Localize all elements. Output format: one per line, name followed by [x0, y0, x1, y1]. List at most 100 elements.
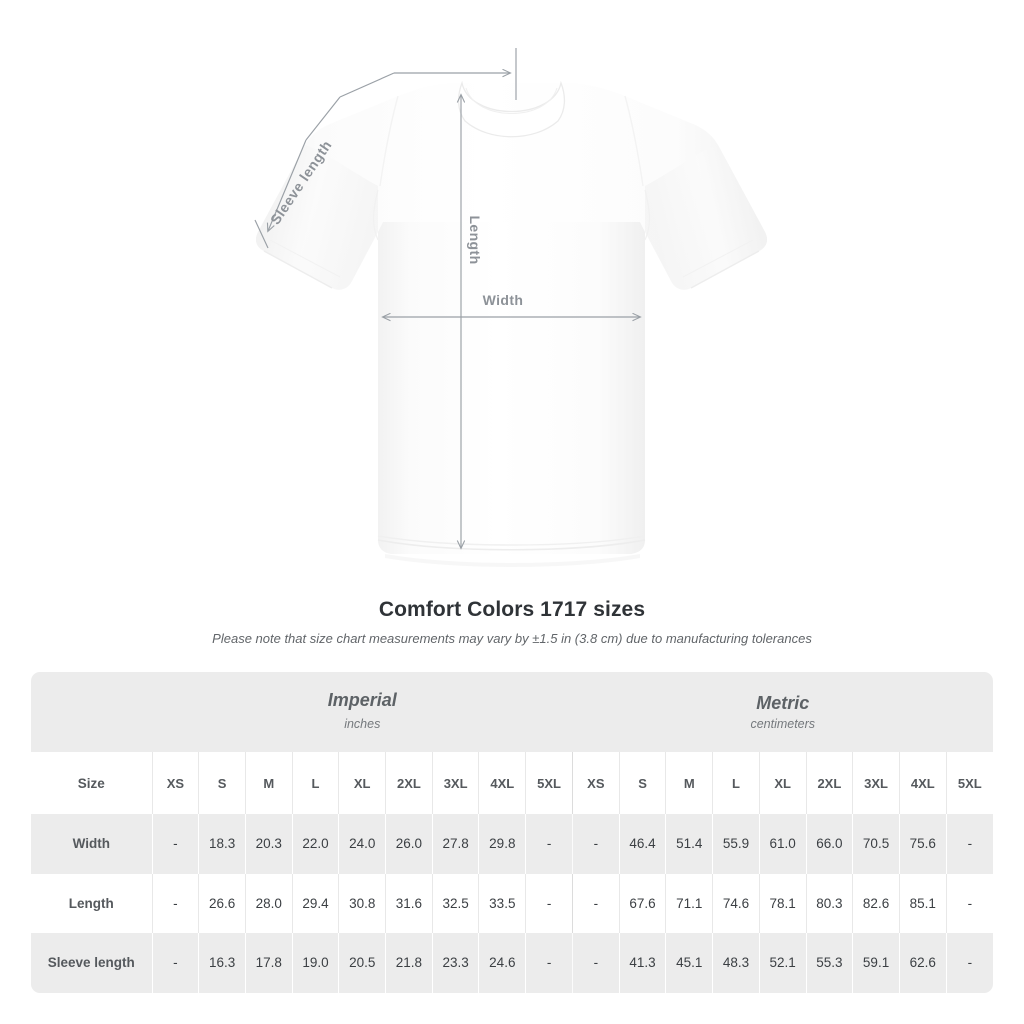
cell-length-imperial-4xl: 33.5: [478, 873, 526, 933]
cell-sleeve-length-metric-xs: -: [572, 933, 620, 993]
cell-width-imperial-m: 20.3: [244, 814, 293, 874]
cell-sleeve-length-metric-m: 45.1: [665, 933, 713, 993]
cell-sleeve-length-metric-l: 48.3: [712, 933, 760, 993]
length-label: Length: [467, 215, 483, 264]
column-header-metric-m: M: [665, 752, 713, 814]
size-header-row: Size XS S M L XL 2XL 3XL 4XL 5XL XS S M L XL 2XL 3XL 4XL 5…: [31, 752, 993, 814]
cell-width-metric-4xl: 75.6: [898, 814, 947, 874]
table-row: Length -26.6 28.0 29.4 30.8 31.6 32.5 33.5- -67.…: [31, 873, 993, 933]
table-row: Width -18.3 20.3 22.0 24.0 26.0 27.8 29.8- -46.4…: [31, 814, 993, 874]
cell-sleeve-length-imperial-m: 17.8: [244, 933, 293, 993]
tshirt-illustration: Sleeve length Length Width: [254, 48, 767, 567]
cell-sleeve-length-metric-3xl: 59.1: [852, 933, 900, 993]
column-header-imperial-l: L: [291, 752, 339, 814]
column-header-metric-l: L: [712, 752, 760, 814]
cell-length-metric-5xl: -: [945, 873, 993, 933]
table-row: Sleeve length -16.3 17.8 19.0 20.5 21.8 23.3 24…: [31, 933, 993, 993]
unit-system-band-row: Imperial inches Metric centimeters: [31, 672, 993, 752]
column-header-metric-3xl: 3XL: [852, 752, 900, 814]
column-header-imperial-2xl: 2XL: [385, 752, 433, 814]
column-header-imperial-3xl: 3XL: [431, 752, 479, 814]
sleeve-length-guide: [254, 96, 341, 249]
cell-width-metric-5xl: -: [945, 814, 993, 874]
unit-system-metric-name: Metric: [756, 692, 810, 713]
cell-sleeve-length-metric-s: 41.3: [618, 933, 666, 993]
title-block: Comfort Colors 1717 sizes Please note th…: [0, 598, 1024, 646]
row-label-sleeve-length: Sleeve length: [31, 933, 153, 993]
unit-system-metric: Metric centimeters: [572, 672, 993, 752]
cell-length-metric-xs: -: [572, 873, 620, 933]
cell-length-imperial-s: 26.6: [198, 873, 246, 933]
tolerance-note: Please note that size chart measurements…: [212, 631, 812, 646]
column-header-metric-2xl: 2XL: [805, 752, 853, 814]
cell-sleeve-length-imperial-s: 16.3: [198, 933, 246, 993]
column-header-size: Size: [31, 752, 153, 814]
cell-sleeve-length-imperial-5xl: -: [525, 933, 573, 993]
unit-system-metric-sub: centimeters: [750, 717, 816, 732]
cell-sleeve-length-imperial-xl: 20.5: [338, 933, 386, 993]
shirt-graphic: [256, 80, 767, 567]
cell-sleeve-length-metric-xl: 52.1: [758, 933, 807, 993]
column-header-imperial-xs: XS: [151, 752, 199, 814]
cell-length-metric-2xl: 80.3: [805, 873, 853, 933]
cell-sleeve-length-imperial-2xl: 21.8: [385, 933, 433, 993]
cell-width-imperial-4xl: 29.8: [478, 814, 526, 874]
cell-sleeve-length-imperial-l: 19.0: [291, 933, 339, 993]
measurement-guides: [254, 48, 640, 548]
cell-sleeve-length-imperial-xs: -: [151, 933, 199, 993]
size-table-body: Width -18.3 20.3 22.0 24.0 26.0 27.8 29.8- -46.4…: [31, 814, 993, 993]
cell-length-imperial-3xl: 32.5: [431, 873, 479, 933]
row-label-length: Length: [31, 873, 153, 933]
row-label-width: Width: [31, 814, 153, 874]
column-header-metric-s: S: [618, 752, 666, 814]
cell-length-imperial-xs: -: [151, 873, 199, 933]
width-label: Width: [483, 292, 524, 308]
cell-width-metric-s: 46.4: [618, 814, 666, 874]
cell-width-imperial-3xl: 27.8: [431, 814, 479, 874]
unit-system-imperial-sub: inches: [344, 717, 381, 732]
cell-sleeve-length-imperial-3xl: 23.3: [431, 933, 479, 993]
column-header-imperial-xl: XL: [338, 752, 386, 814]
cell-sleeve-length-imperial-4xl: 24.6: [478, 933, 526, 993]
cell-length-imperial-5xl: -: [525, 873, 573, 933]
cell-width-metric-xs: -: [572, 814, 620, 874]
unit-system-band-spacer: [31, 672, 153, 752]
cell-width-metric-m: 51.4: [665, 814, 713, 874]
cell-width-metric-3xl: 70.5: [852, 814, 900, 874]
column-header-imperial-s: S: [198, 752, 246, 814]
column-header-metric-5xl: 5XL: [945, 752, 993, 814]
column-header-metric-xl: XL: [758, 752, 807, 814]
cell-width-imperial-5xl: -: [525, 814, 573, 874]
cell-length-metric-3xl: 82.6: [852, 873, 900, 933]
cell-sleeve-length-metric-5xl: -: [945, 933, 993, 993]
column-header-imperial-4xl: 4XL: [478, 752, 526, 814]
cell-width-metric-l: 55.9: [712, 814, 760, 874]
cell-length-metric-4xl: 85.1: [898, 873, 947, 933]
column-header-metric-xs: XS: [572, 752, 620, 814]
cell-length-imperial-xl: 30.8: [338, 873, 386, 933]
cell-length-metric-l: 74.6: [712, 873, 760, 933]
cell-sleeve-length-metric-2xl: 55.3: [805, 933, 853, 993]
page-title: Comfort Colors 1717 sizes: [378, 598, 646, 621]
cell-length-metric-s: 67.6: [618, 873, 666, 933]
cell-length-imperial-m: 28.0: [244, 873, 293, 933]
size-chart-table-container: Imperial inches Metric centimeters Size X…: [31, 672, 993, 993]
column-header-imperial-m: M: [244, 752, 293, 814]
cell-length-imperial-l: 29.4: [291, 873, 339, 933]
cell-width-imperial-2xl: 26.0: [385, 814, 433, 874]
cell-length-metric-m: 71.1: [665, 873, 713, 933]
cell-length-metric-xl: 78.1: [758, 873, 807, 933]
cell-width-metric-2xl: 66.0: [805, 814, 853, 874]
unit-system-imperial: Imperial inches: [152, 672, 573, 752]
cell-width-imperial-s: 18.3: [198, 814, 246, 874]
cell-length-imperial-2xl: 31.6: [385, 873, 433, 933]
unit-system-imperial-name: Imperial: [327, 689, 397, 710]
column-header-metric-4xl: 4XL: [898, 752, 947, 814]
cell-width-metric-xl: 61.0: [758, 814, 807, 874]
size-chart-table: Imperial inches Metric centimeters Size X…: [31, 672, 993, 993]
cell-width-imperial-xl: 24.0: [338, 814, 386, 874]
cell-width-imperial-xs: -: [151, 814, 199, 874]
column-header-imperial-5xl: 5XL: [525, 752, 573, 814]
cell-width-imperial-l: 22.0: [291, 814, 339, 874]
